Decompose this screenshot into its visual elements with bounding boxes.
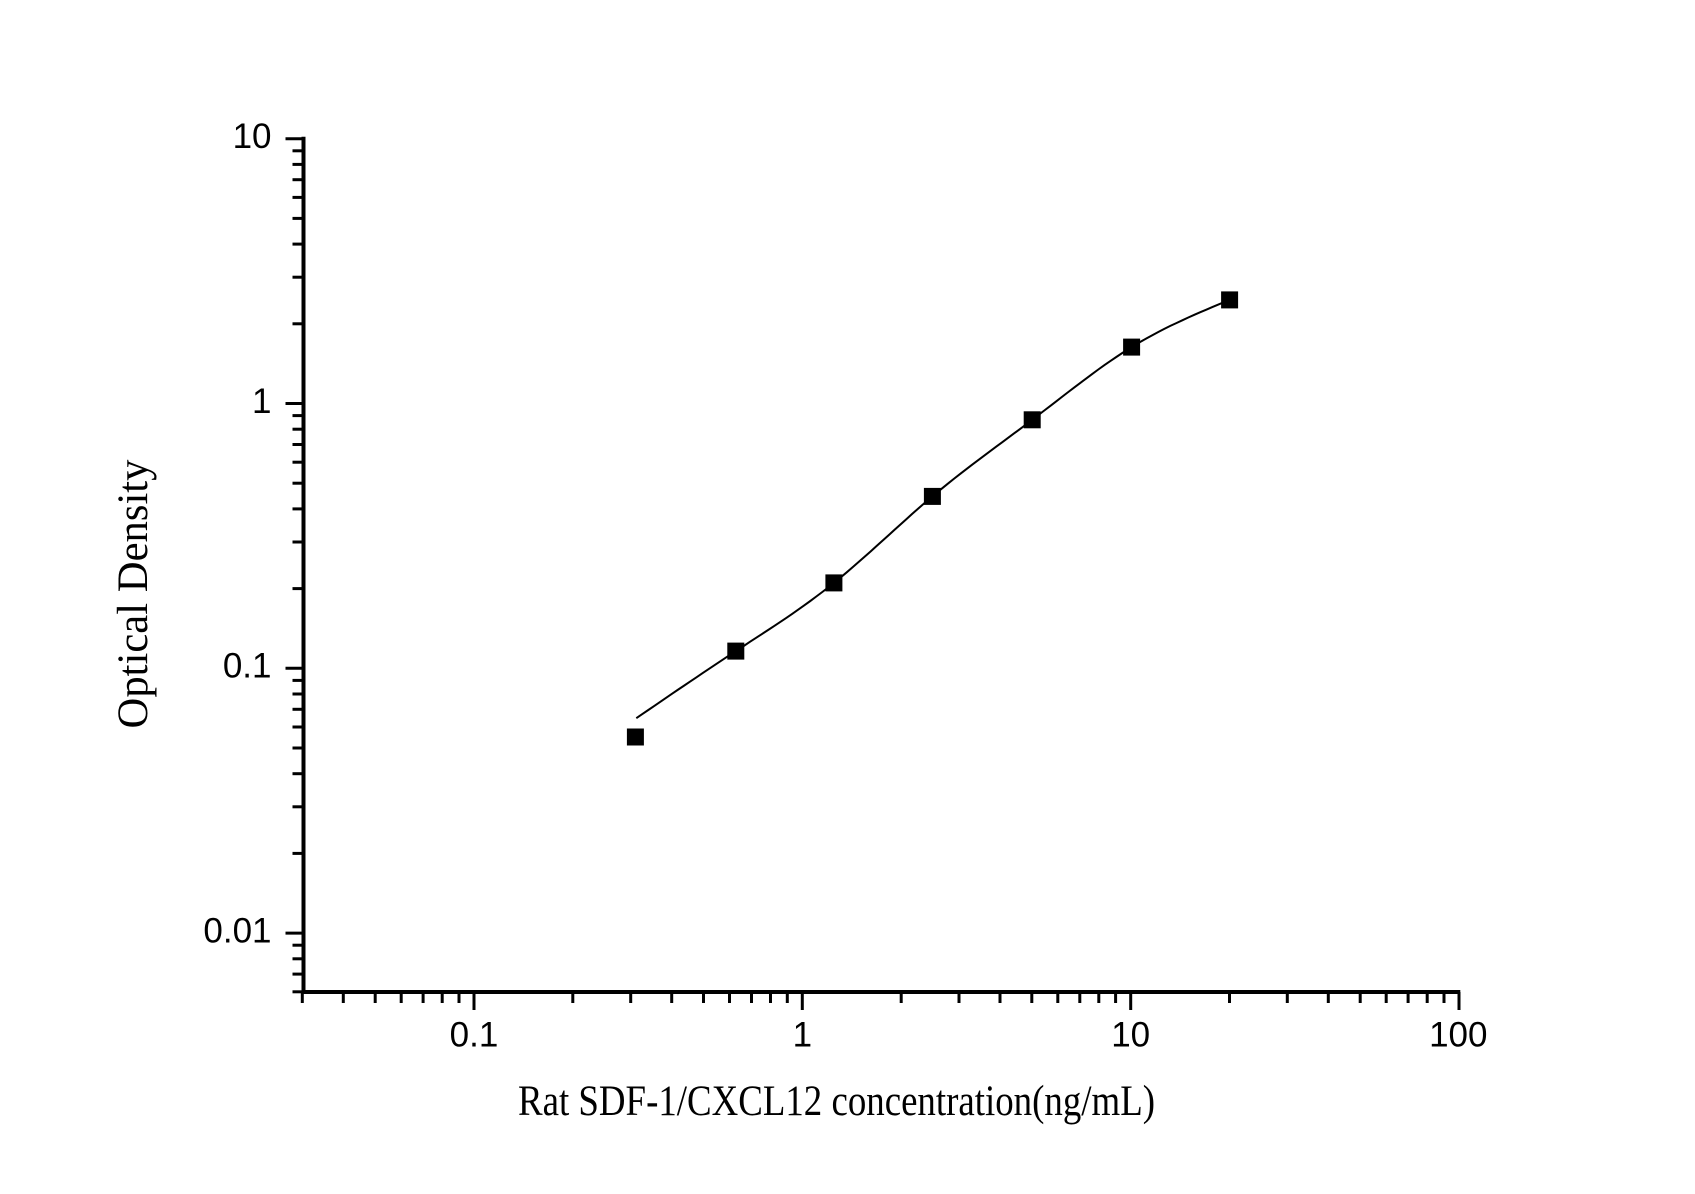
svg-text:100: 100 — [1429, 1016, 1487, 1055]
svg-text:1: 1 — [793, 1016, 812, 1055]
svg-text:0.1: 0.1 — [450, 1016, 499, 1055]
svg-text:10: 10 — [233, 117, 272, 156]
svg-text:Rat SDF-1/CXCL12 concentration: Rat SDF-1/CXCL12 concentration(ng/mL) — [518, 1078, 1155, 1125]
svg-text:0.01: 0.01 — [203, 912, 271, 951]
svg-text:0.1: 0.1 — [223, 647, 272, 686]
svg-text:1: 1 — [252, 382, 271, 421]
svg-text:10: 10 — [1111, 1016, 1150, 1055]
svg-text:Optical Density: Optical Density — [110, 459, 157, 728]
